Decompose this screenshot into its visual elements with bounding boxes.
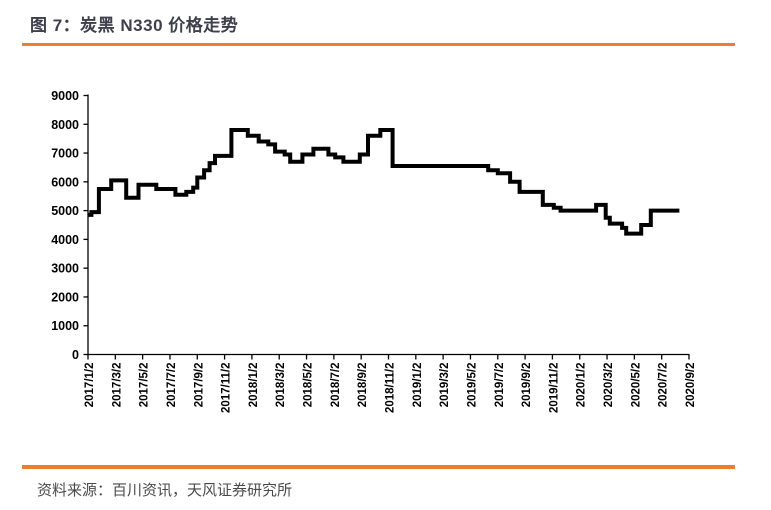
x-axis-label: 2018/3/2 xyxy=(275,363,287,408)
y-axis-label: 3000 xyxy=(51,262,79,276)
x-axis-label: 2017/1/2 xyxy=(84,363,96,408)
x-axis-label: 2018/11/2 xyxy=(385,363,397,414)
y-axis-label: 2000 xyxy=(51,290,79,304)
x-axis-label: 2017/5/2 xyxy=(139,363,151,408)
y-axis-label: 5000 xyxy=(51,204,79,218)
x-axis-label: 2017/9/2 xyxy=(193,363,205,408)
x-axis-label: 2018/9/2 xyxy=(357,363,369,408)
x-axis-label: 2018/5/2 xyxy=(303,363,315,408)
x-axis-label: 2017/11/2 xyxy=(221,363,233,414)
x-axis-label: 2019/5/2 xyxy=(466,363,478,408)
y-axis-label: 7000 xyxy=(51,147,79,161)
source-note: 资料来源：百川资讯，天风证券研究所 xyxy=(37,482,293,499)
x-axis-label: 2018/1/2 xyxy=(248,363,260,408)
top-accent-rule xyxy=(22,43,735,46)
y-axis-label: 6000 xyxy=(51,175,79,189)
bottom-accent-rule xyxy=(22,465,735,469)
x-axis-label: 2019/3/2 xyxy=(439,363,451,408)
y-axis-label: 8000 xyxy=(51,118,79,132)
x-axis-label: 2017/3/2 xyxy=(111,363,123,408)
x-axis-label: 2020/3/2 xyxy=(603,363,615,408)
x-axis-label: 2020/5/2 xyxy=(630,363,642,408)
y-axis-label: 9000 xyxy=(51,89,79,103)
x-axis-label: 2020/9/2 xyxy=(685,363,697,408)
figure-title: 图 7：炭黑 N330 价格走势 xyxy=(30,16,239,35)
x-axis-label: 2019/11/2 xyxy=(548,363,560,414)
x-axis-label: 2020/7/2 xyxy=(658,363,670,408)
y-axis-label: 1000 xyxy=(51,319,79,333)
x-axis-label: 2017/7/2 xyxy=(166,363,178,408)
y-axis-label: 0 xyxy=(72,348,79,362)
x-axis-label: 2020/1/2 xyxy=(576,363,588,408)
x-axis-label: 2019/7/2 xyxy=(494,363,506,408)
price-line xyxy=(88,128,680,236)
y-axis-label: 4000 xyxy=(51,233,79,247)
x-axis-label: 2018/7/2 xyxy=(330,363,342,408)
axis-lines xyxy=(87,94,690,356)
x-axis-label: 2019/9/2 xyxy=(521,363,533,408)
x-axis-label: 2019/1/2 xyxy=(412,363,424,408)
